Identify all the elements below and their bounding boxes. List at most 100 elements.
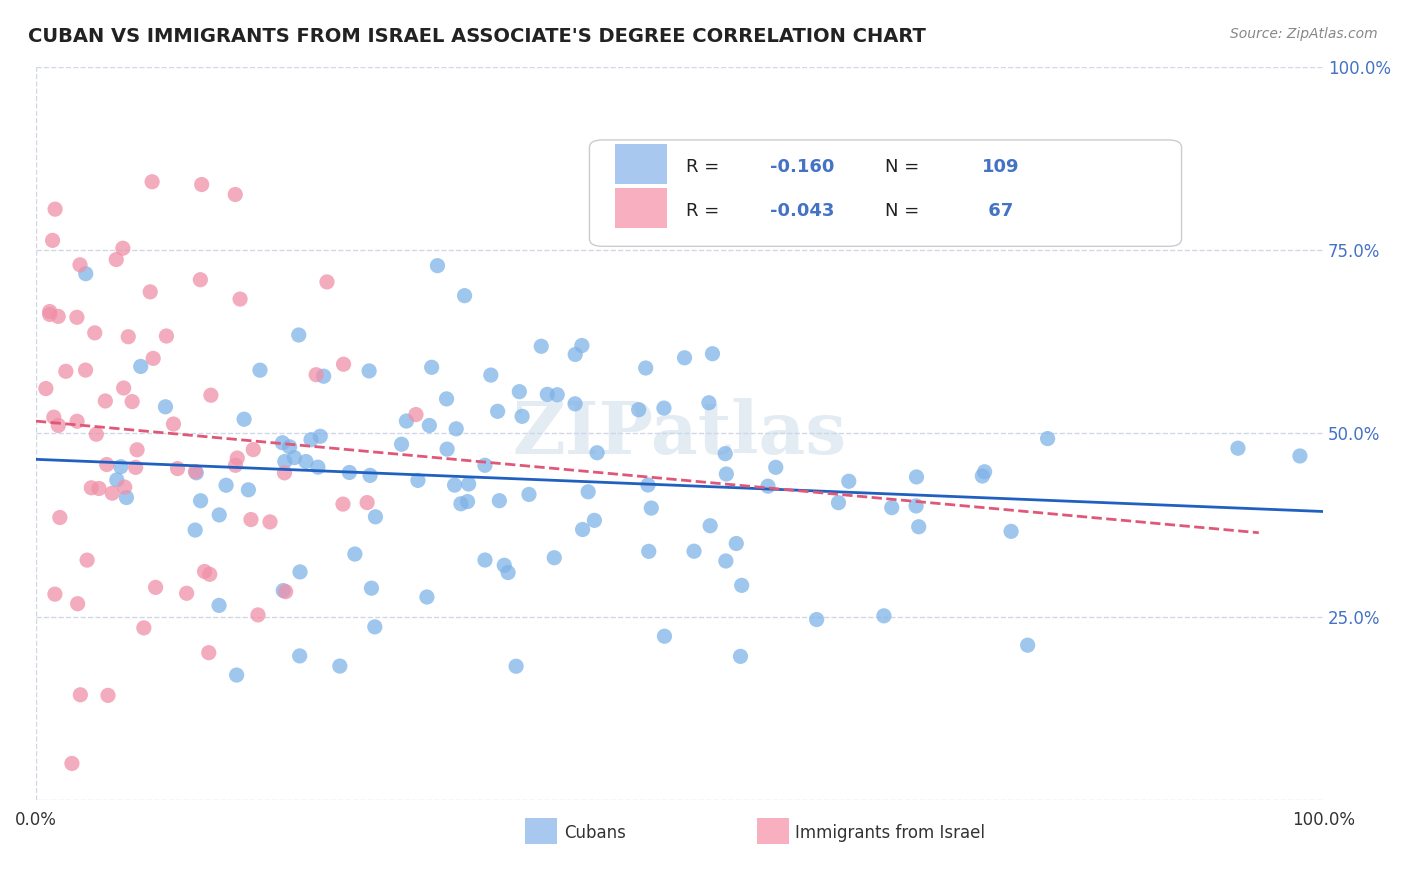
Point (714, 447, 737, 461)
Point (69, 258, 91, 272)
Text: 109: 109 (981, 158, 1019, 177)
Point (76, 553, 98, 567)
Point (96, 458, 118, 472)
Point (873, 608, 896, 623)
Point (730, 649, 752, 664)
Point (360, 581, 382, 595)
Point (198, 567, 221, 582)
Point (426, 259, 449, 273)
Point (75, 363, 97, 377)
Point (190, 178, 212, 192)
Point (190, 493, 212, 508)
Point (69, 688, 91, 702)
Point (356, 495, 378, 509)
Point (208, 599, 231, 613)
Point (307, 460, 329, 475)
Point (329, 659, 352, 673)
Point (316, 275, 339, 289)
Point (129, 359, 152, 374)
Point (907, 520, 929, 534)
Point (166, 461, 188, 475)
Text: R =: R = (686, 158, 725, 177)
Point (1017, 638, 1039, 652)
Point (571, 338, 593, 352)
Point (571, 523, 593, 537)
Point (395, 414, 418, 428)
Point (42, 410, 65, 425)
Point (44, 587, 66, 601)
Point (94, 394, 117, 409)
Text: 67: 67 (981, 202, 1014, 220)
Point (530, 339, 553, 353)
Point (60, 756, 83, 771)
Point (110, 459, 132, 474)
Point (564, 397, 586, 411)
Point (765, 460, 787, 475)
Point (226, 451, 249, 466)
Point (637, 544, 659, 558)
Point (80, 481, 103, 495)
Point (517, 487, 540, 501)
Point (278, 440, 301, 454)
Point (274, 454, 297, 468)
Point (271, 583, 294, 598)
Point (55, 364, 77, 378)
Text: R =: R = (686, 202, 725, 220)
Point (41, 233, 63, 247)
Point (731, 578, 754, 592)
Point (46, 418, 69, 433)
Point (536, 387, 558, 401)
Point (714, 554, 737, 568)
Point (756, 479, 779, 493)
Point (259, 515, 281, 529)
Point (249, 363, 271, 377)
Point (332, 357, 354, 371)
Point (200, 388, 222, 402)
Point (114, 480, 136, 494)
Point (364, 509, 387, 524)
Point (634, 361, 657, 376)
Point (450, 497, 472, 511)
Point (972, 469, 994, 483)
Point (105, 473, 128, 487)
Point (239, 512, 262, 526)
Point (299, 433, 322, 447)
Point (1000, 524, 1022, 539)
Point (332, 497, 354, 511)
Point (312, 369, 335, 384)
Point (436, 442, 458, 456)
Point (287, 328, 309, 343)
Point (66, 597, 89, 611)
Point (184, 523, 207, 537)
Text: ZIPatlas: ZIPatlas (512, 398, 846, 469)
Point (66, 310, 89, 325)
Point (283, 450, 305, 465)
Bar (756, 819, 789, 844)
Text: Source: ZipAtlas.com: Source: ZipAtlas.com (1230, 27, 1378, 41)
Point (139, 285, 162, 299)
Point (510, 409, 533, 424)
Point (115, 491, 138, 505)
Point (973, 465, 995, 479)
Point (457, 477, 479, 491)
Point (486, 404, 509, 418)
Text: Immigrants from Israel: Immigrants from Israel (796, 824, 986, 842)
Text: -0.160: -0.160 (769, 158, 834, 177)
Point (444, 422, 467, 436)
Point (905, 499, 928, 513)
Point (716, 467, 738, 481)
Point (145, 580, 167, 594)
Point (125, 442, 148, 457)
Point (543, 550, 565, 565)
Point (1226, 441, 1249, 455)
Point (305, 368, 328, 382)
Point (576, 484, 599, 499)
Point (121, 394, 143, 409)
Point (673, 351, 696, 365)
Point (806, 613, 828, 627)
Point (246, 607, 269, 622)
Point (508, 384, 530, 399)
Point (880, 500, 903, 515)
Point (38, 304, 60, 318)
Point (546, 388, 568, 402)
